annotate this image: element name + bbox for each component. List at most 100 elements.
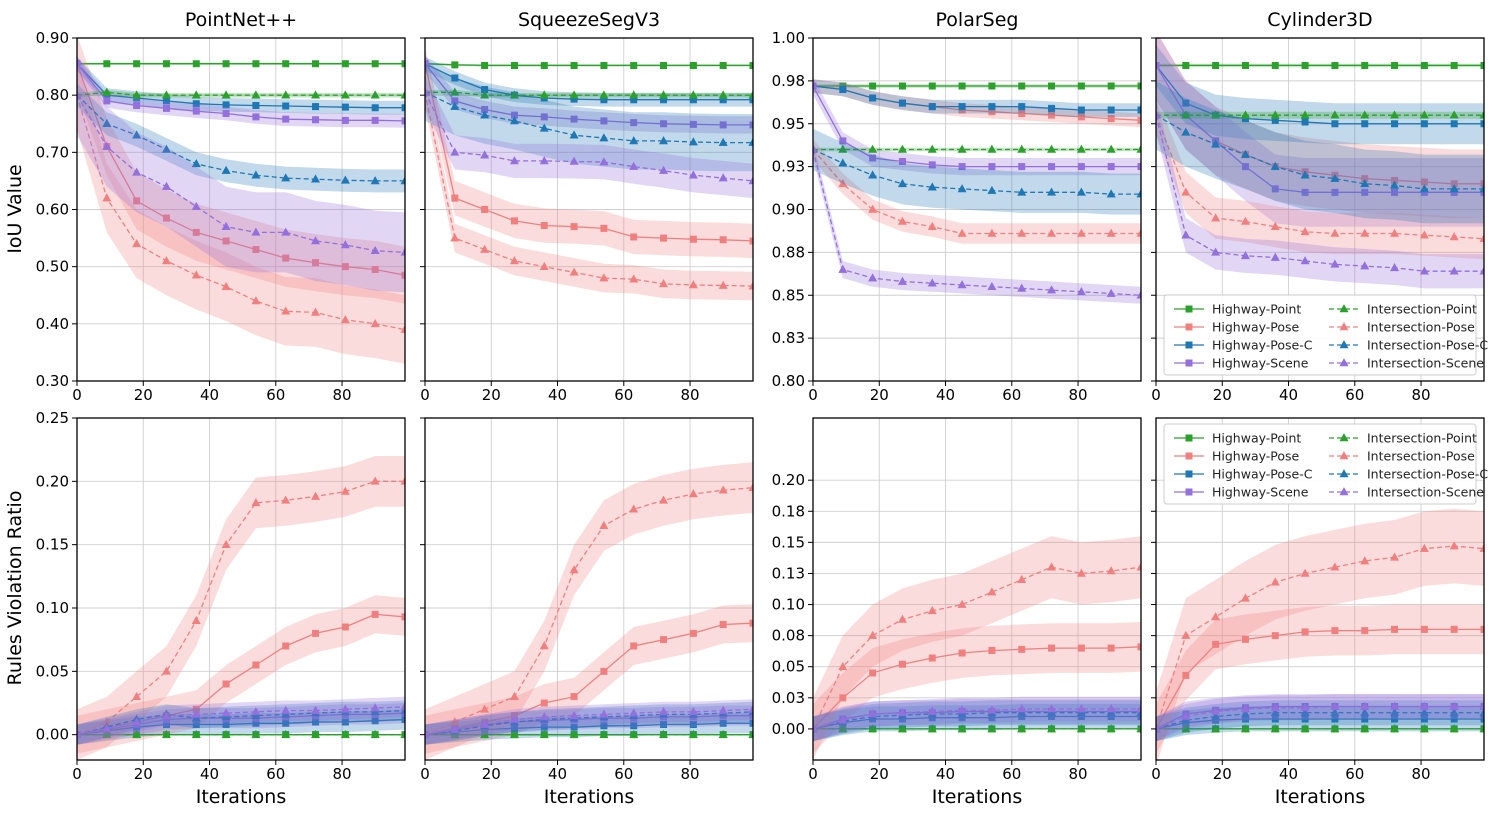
marker-intersection-pose-c	[838, 158, 848, 167]
x-tick-label: 40	[548, 765, 567, 783]
marker-highway-point	[719, 61, 727, 69]
marker-intersection-point	[1136, 724, 1141, 733]
marker-highway-point	[103, 60, 111, 68]
marker-highway-pose-c	[839, 85, 847, 93]
y-tick-label: 0.10	[772, 596, 805, 614]
marker-intersection-pose	[1240, 216, 1250, 225]
marker-intersection-pose	[599, 273, 609, 282]
marker-highway-point	[312, 60, 320, 68]
legend-box	[1163, 294, 1477, 376]
marker-highway-pose	[1271, 632, 1279, 640]
marker-highway-pose	[341, 263, 349, 271]
marker-intersection-point	[1300, 724, 1310, 733]
marker-highway-pose	[192, 705, 200, 713]
marker-intersection-pose	[1390, 228, 1400, 237]
marker-intersection-pose-c	[102, 118, 112, 128]
x-tick-label: 20	[482, 765, 501, 783]
marker-intersection-point	[718, 90, 728, 99]
marker-intersection-pose	[1211, 213, 1221, 222]
marker-intersection-pose-c	[1390, 707, 1400, 717]
marker-highway-scene	[481, 105, 489, 113]
marker-intersection-pose	[539, 641, 549, 650]
marker-intersection-point	[102, 87, 112, 96]
marker-intersection-scene	[450, 147, 460, 156]
marker-intersection-pose	[1270, 221, 1280, 230]
y-tick-label: 0.85	[772, 286, 805, 304]
marker-intersection-point	[221, 729, 231, 738]
marker-intersection-scene	[400, 701, 405, 711]
x-axis-label: Iterations	[1275, 786, 1366, 808]
series-layer	[813, 77, 1141, 304]
marker-intersection-point	[897, 724, 907, 733]
band-intersection-pose	[1156, 94, 1484, 260]
line-highway-pose-c	[813, 85, 1141, 111]
x-tick-label: 0	[808, 765, 818, 783]
marker-intersection-pose	[688, 489, 698, 498]
marker-highway-point	[252, 60, 260, 68]
marker-intersection-point	[1390, 110, 1400, 119]
panel-7: 0 20 40 60 80 0.00 0.03 0.05 0.08 0.10 0.13 0.15 0.1…	[772, 417, 1142, 808]
marker-intersection-point	[251, 90, 261, 99]
marker-highway-pose-c	[660, 721, 668, 729]
band-highway-scene	[813, 699, 1141, 742]
marker-intersection-point	[311, 90, 321, 99]
marker-highway-scene	[1361, 188, 1369, 196]
x-tick-label: 60	[614, 386, 633, 404]
marker-highway-point	[222, 60, 230, 68]
marker-intersection-pose	[838, 178, 848, 188]
line-intersection-scene	[77, 94, 405, 254]
marker-intersection-scene	[1300, 256, 1310, 265]
marker-highway-pose	[401, 613, 405, 621]
x-axis-label: Iterations	[196, 786, 287, 808]
marker-highway-scene	[839, 137, 847, 145]
x-tick-label: 80	[1069, 765, 1088, 783]
legend-label: Intersection-Scene	[1367, 485, 1484, 500]
marker-intersection-point	[281, 90, 291, 99]
y-tick-label: 0.93	[772, 158, 805, 176]
marker-intersection-pose-c	[311, 174, 321, 183]
plot-area	[77, 418, 405, 760]
marker-intersection-point	[1211, 724, 1221, 733]
marker-intersection-point	[1419, 724, 1429, 733]
marker-highway-pose	[719, 236, 727, 244]
marker-highway-pose-c	[341, 718, 349, 726]
marker-highway-scene	[401, 117, 405, 125]
marker-intersection-point	[191, 729, 201, 738]
marker-intersection-scene	[340, 240, 350, 249]
marker-intersection-point	[1076, 144, 1086, 153]
marker-intersection-point	[539, 90, 549, 99]
marker-intersection-point	[221, 90, 231, 99]
marker-intersection-pose	[509, 256, 519, 265]
marker-intersection-point	[102, 729, 112, 738]
marker-intersection-pose	[132, 691, 142, 700]
marker-intersection-scene	[718, 173, 728, 182]
band-highway-scene	[1156, 38, 1484, 227]
marker-intersection-pose	[539, 261, 549, 270]
marker-intersection-pose	[718, 485, 728, 494]
marker-intersection-point	[1017, 724, 1027, 733]
marker-intersection-pose-c	[927, 182, 937, 191]
x-tick-label: 40	[548, 386, 567, 404]
marker-highway-pose	[869, 669, 877, 677]
marker-highway-pose-c	[222, 101, 230, 109]
marker-intersection-pose	[1211, 612, 1221, 621]
marker-intersection-point	[311, 729, 321, 738]
y-tick-label: 0.90	[772, 201, 805, 219]
marker-highway-scene	[1107, 163, 1115, 171]
marker-intersection-scene	[897, 276, 907, 285]
x-tick-label: 20	[134, 386, 153, 404]
marker-highway-pose	[252, 246, 260, 254]
x-tick-label: 60	[614, 765, 633, 783]
line-highway-scene	[425, 63, 753, 126]
marker-highway-pose-c	[1420, 120, 1428, 128]
marker-intersection-scene	[813, 724, 818, 733]
marker-intersection-scene	[1211, 247, 1221, 256]
marker-intersection-pose-c	[1270, 707, 1280, 717]
panel-6: 0 20 40 60 80 Iterations	[420, 417, 754, 808]
marker-highway-pose	[1137, 116, 1141, 124]
marker-intersection-scene	[927, 278, 937, 287]
marker-highway-pose-c	[1331, 120, 1339, 128]
marker-highway-point	[401, 60, 405, 68]
marker-intersection-pose	[569, 565, 579, 574]
band-highway-scene	[77, 56, 405, 128]
